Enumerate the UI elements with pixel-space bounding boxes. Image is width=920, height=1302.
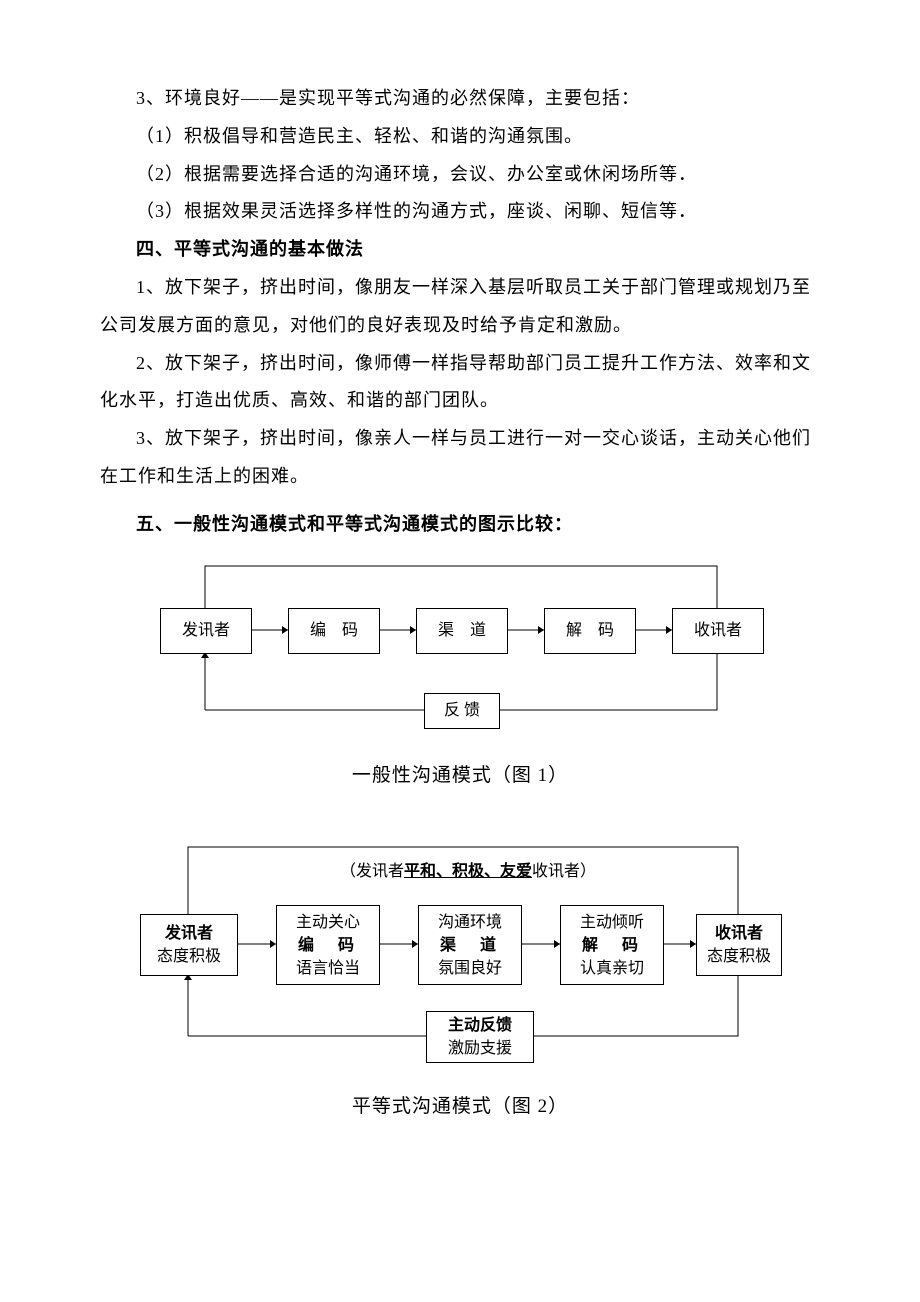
flow-node-b3: 渠 道 (416, 608, 508, 654)
diagram-2-header: （发讯者平和、积极、友爱收讯者） (340, 855, 596, 889)
flow-node-b5: 收讯者 (672, 608, 764, 654)
heading-4: 四、平等式沟通的基本做法 (100, 231, 820, 269)
paragraph: （3）根据效果灵活选择多样性的沟通方式，座谈、闲聊、短信等． (100, 193, 820, 231)
flow-node-fb: 反 馈 (424, 693, 500, 729)
paragraph: 3、环境良好——是实现平等式沟通的必然保障，主要包括： (100, 80, 820, 118)
flow-node-b4: 解 码 (544, 608, 636, 654)
paragraph: （1）积极倡导和营造民主、轻松、和谐的沟通氛围。 (100, 118, 820, 156)
paragraph: （2）根据需要选择合适的沟通环境，会议、办公室或休闲场所等． (100, 156, 820, 194)
heading-5: 五、一般性沟通模式和平等式沟通模式的图示比较： (100, 506, 820, 544)
flow-node-fb: 主动反馈激励支援 (426, 1011, 534, 1063)
flow-node-b2: 主动关心编 码语言恰当 (276, 905, 380, 985)
diagram-2: （发讯者平和、积极、友爱收讯者） 发讯者态度积极主动关心编 码语言恰当沟通环境渠 … (100, 839, 820, 1127)
flow-node-b4: 主动倾听解 码认真亲切 (560, 905, 664, 985)
flow-node-b5: 收讯者态度积极 (696, 914, 782, 976)
flow-node-b2: 编 码 (288, 608, 380, 654)
paragraph: 3、放下架子，挤出时间，像亲人一样与员工进行一对一交心谈话，主动关心他们在工作和… (100, 420, 820, 496)
paragraph: 2、放下架子，挤出时间，像师傅一样指导帮助部门员工提升工作方法、效率和文化水平，… (100, 345, 820, 421)
flow-node-b1: 发讯者态度积极 (140, 914, 238, 976)
diagram-1-caption: 一般性沟通模式（图 1） (100, 756, 820, 796)
diagram-1: 发讯者编 码渠 道解 码收讯者反 馈 一般性沟通模式（图 1） (100, 558, 820, 796)
flow-node-b3: 沟通环境渠 道氛围良好 (418, 905, 522, 985)
paragraph: 1、放下架子，挤出时间，像朋友一样深入基层听取员工关于部门管理或规划乃至公司发展… (100, 269, 820, 345)
flow-node-b1: 发讯者 (160, 608, 252, 654)
diagram-2-caption: 平等式沟通模式（图 2） (100, 1087, 820, 1127)
